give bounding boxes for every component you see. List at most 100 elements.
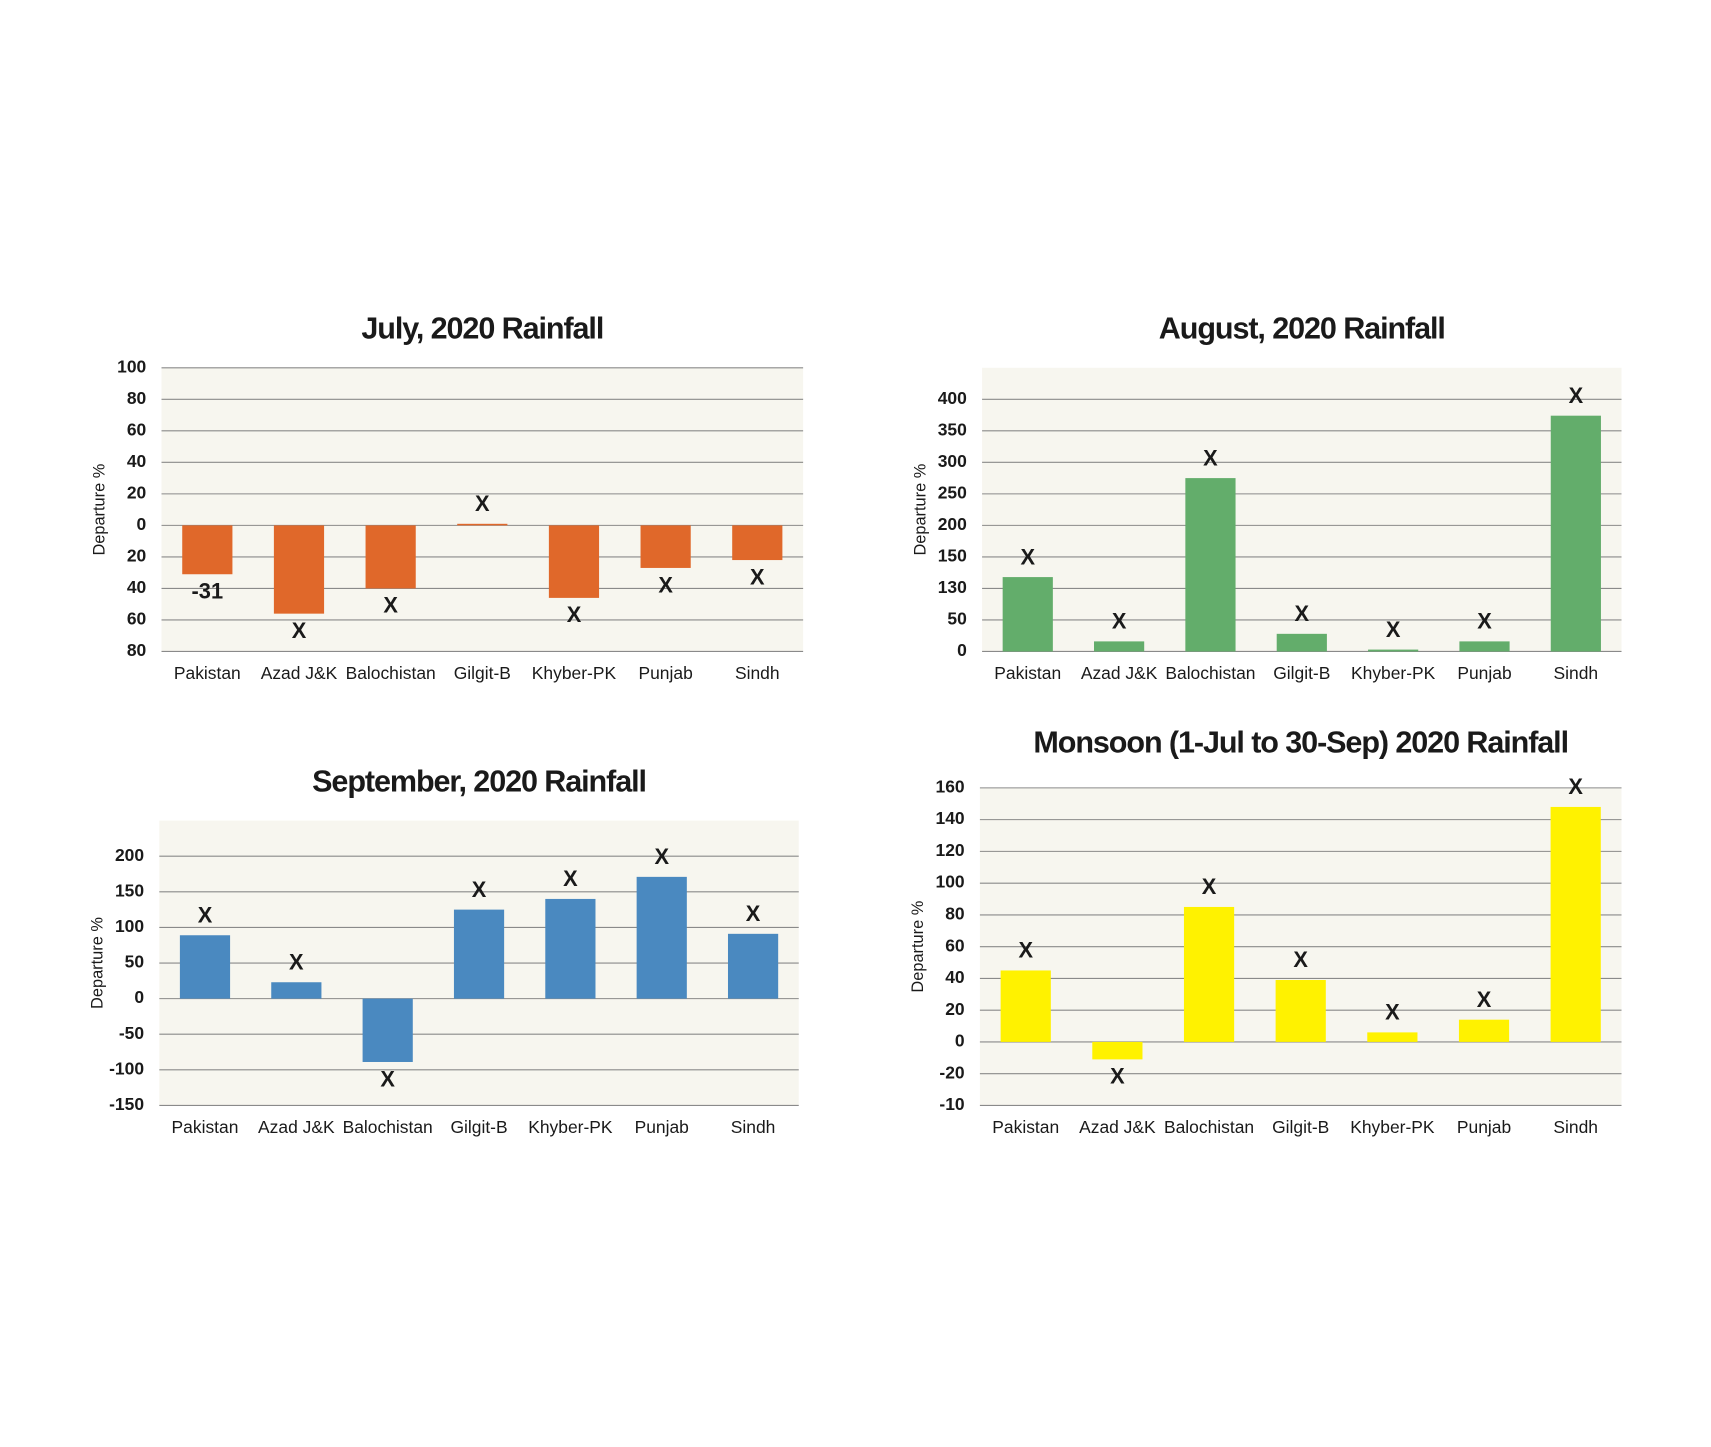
x-tick-label: Khyber-PK — [1350, 1117, 1435, 1137]
data-label: X — [198, 902, 213, 927]
y-tick-label: 0 — [955, 1031, 965, 1051]
x-tick-label: Balochistan — [346, 663, 436, 683]
bar — [727, 933, 779, 999]
data-label: X — [475, 491, 490, 516]
y-tick-label: 80 — [945, 904, 964, 924]
x-tick-label: Sindh — [1554, 663, 1599, 683]
data-label: X — [1477, 987, 1492, 1012]
bar — [636, 876, 687, 999]
data-label: X — [563, 866, 578, 891]
y-tick-label: 80 — [127, 640, 146, 660]
data-label: X — [746, 901, 761, 926]
bar — [548, 525, 600, 598]
y-tick-label: 0 — [957, 640, 967, 660]
x-tick-label: Gilgit-B — [450, 1117, 507, 1137]
y-tick-label: 40 — [127, 577, 146, 597]
bar — [1459, 641, 1510, 652]
x-tick-label: Punjab — [638, 663, 692, 683]
y-tick-label: 250 — [938, 482, 967, 502]
bar — [640, 525, 691, 568]
chart-title: September, 2020 Rainfall — [312, 765, 646, 799]
y-tick-label: 40 — [945, 967, 964, 987]
data-label: X — [380, 1066, 395, 1091]
bar — [271, 982, 322, 999]
bar — [179, 935, 231, 999]
y-tick-label: 140 — [936, 808, 965, 828]
x-tick-label: Punjab — [1457, 1117, 1511, 1137]
data-label: -31 — [192, 579, 224, 604]
data-label: X — [1110, 1064, 1125, 1089]
y-tick-label: 150 — [938, 546, 967, 566]
bar — [1002, 577, 1053, 652]
data-label: X — [1386, 617, 1401, 642]
bar — [1185, 478, 1236, 652]
y-tick-label: 200 — [938, 514, 967, 534]
y-tick-label: 100 — [117, 356, 146, 376]
bar — [273, 525, 325, 614]
y-tick-label: 120 — [936, 840, 965, 860]
chart-title: July, 2020 Rainfall — [361, 312, 603, 346]
y-tick-label: 150 — [115, 880, 144, 900]
data-label: X — [1203, 445, 1218, 470]
y-tick-label: 100 — [115, 916, 144, 936]
x-tick-label: Pakistan — [174, 663, 241, 683]
bar — [1550, 806, 1601, 1042]
bar — [1275, 979, 1326, 1042]
y-tick-label: 50 — [947, 609, 966, 629]
x-tick-label: Balochistan — [1164, 1117, 1254, 1137]
data-label: X — [1569, 383, 1584, 408]
x-tick-label: Gilgit-B — [1273, 663, 1330, 683]
y-tick-label: 100 — [936, 872, 965, 892]
bar — [1368, 649, 1419, 652]
bar — [1367, 1032, 1418, 1042]
bar — [1550, 415, 1601, 652]
x-tick-label: Pakistan — [994, 663, 1061, 683]
y-tick-label: 20 — [945, 999, 964, 1019]
data-label: X — [292, 618, 307, 643]
x-tick-label: Punjab — [635, 1117, 689, 1137]
bar — [732, 525, 783, 561]
y-tick-label: 130 — [938, 577, 967, 597]
x-tick-label: Sindh — [735, 663, 780, 683]
y-tick-label: 60 — [127, 419, 146, 439]
x-tick-label: Azad J&K — [1081, 663, 1158, 683]
data-label: X — [1018, 938, 1033, 963]
x-tick-label: Azad J&K — [261, 663, 338, 683]
x-tick-label: Balochistan — [1165, 663, 1255, 683]
y-tick-label: -20 — [939, 1062, 964, 1082]
x-tick-label: Azad J&K — [1079, 1117, 1156, 1137]
y-axis-label: Departure % — [911, 464, 929, 556]
y-tick-label: 350 — [938, 419, 967, 439]
data-label: X — [1568, 774, 1583, 799]
data-label: X — [289, 949, 304, 974]
data-label: X — [1293, 947, 1308, 972]
data-label: X — [567, 602, 582, 627]
bar — [1183, 906, 1235, 1042]
y-tick-label: 50 — [125, 952, 144, 972]
y-tick-label: 60 — [127, 609, 146, 629]
y-tick-label: 400 — [938, 388, 967, 408]
bar — [545, 898, 596, 999]
x-tick-label: Balochistan — [343, 1117, 433, 1137]
y-axis-label: Departure % — [91, 464, 109, 556]
chart-title: August, 2020 Rainfall — [1159, 312, 1445, 346]
bar — [453, 909, 505, 999]
x-tick-label: Khyber-PK — [532, 663, 617, 683]
x-tick-label: Sindh — [1553, 1117, 1598, 1137]
plot-area — [161, 367, 804, 652]
y-tick-label: 40 — [127, 451, 146, 471]
data-label: X — [1385, 1000, 1400, 1025]
x-tick-label: Gilgit-B — [1272, 1117, 1329, 1137]
data-label: X — [1202, 874, 1217, 899]
data-label: X — [1020, 544, 1035, 569]
x-tick-label: Khyber-PK — [528, 1117, 613, 1137]
data-label: X — [750, 564, 765, 589]
y-tick-label: -10 — [939, 1094, 964, 1114]
bar — [1092, 1041, 1143, 1060]
bar — [457, 523, 508, 526]
y-tick-label: 300 — [938, 451, 967, 471]
x-tick-label: Azad J&K — [258, 1117, 335, 1137]
x-tick-label: Pakistan — [172, 1117, 239, 1137]
y-axis-label: Departure % — [89, 917, 107, 1009]
